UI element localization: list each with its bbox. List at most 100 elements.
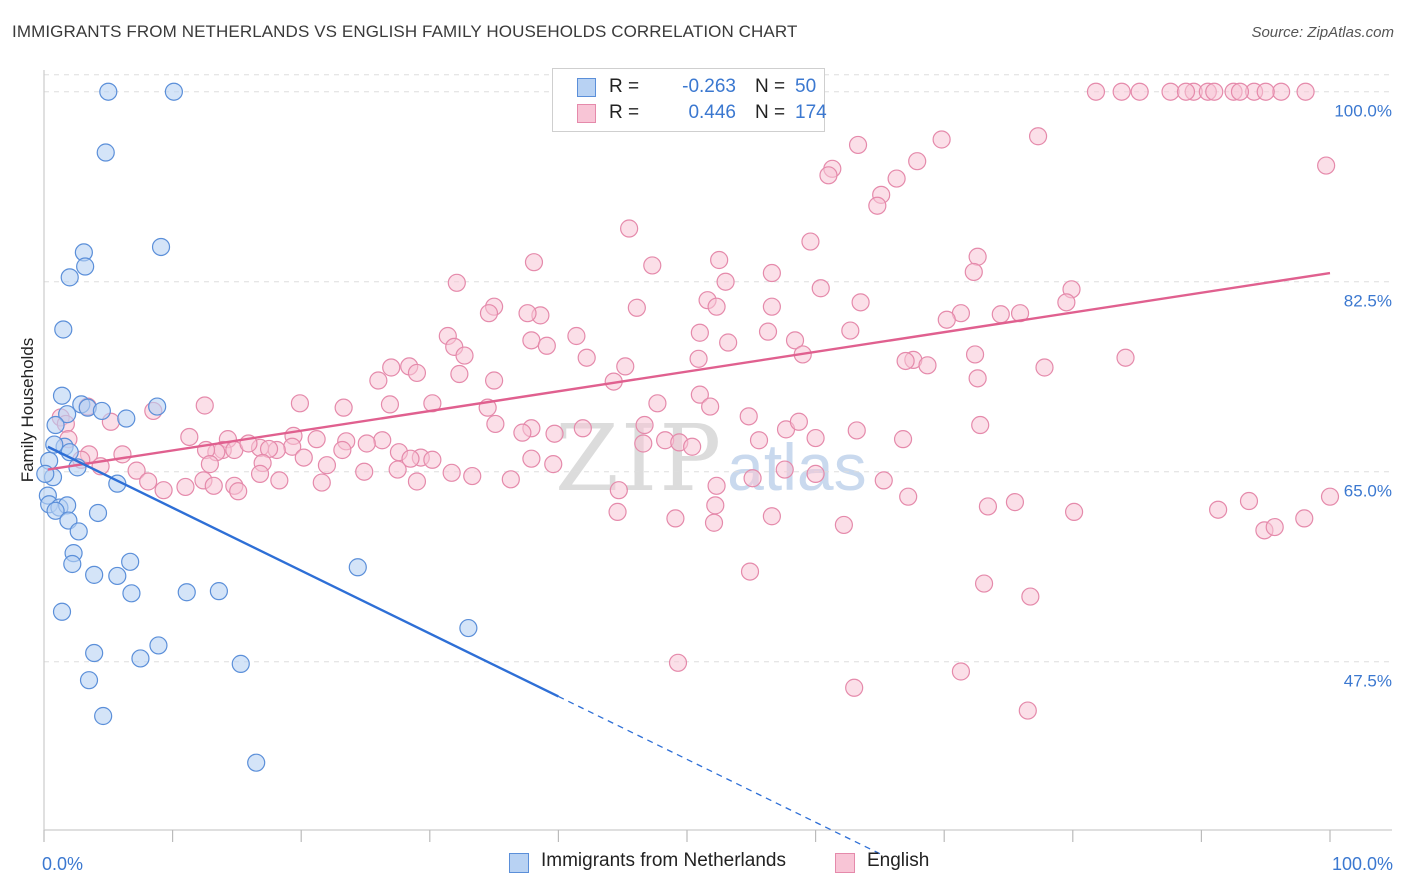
axes xyxy=(43,70,1392,842)
english-point xyxy=(690,323,709,342)
english-point xyxy=(1112,82,1131,101)
english-point xyxy=(634,434,653,453)
netherlands-point xyxy=(459,618,478,638)
netherlands-point xyxy=(63,554,82,574)
english-point xyxy=(423,450,442,469)
english-point xyxy=(789,412,808,431)
netherlands-point xyxy=(151,237,171,257)
english-point xyxy=(1021,587,1040,606)
english-point xyxy=(710,250,729,270)
netherlands-point xyxy=(247,753,266,772)
netherlands-point xyxy=(54,320,73,339)
english-point xyxy=(176,477,195,497)
english-point xyxy=(785,331,805,350)
netherlands-point xyxy=(85,565,104,584)
netherlands-point xyxy=(58,405,77,424)
english-point xyxy=(991,305,1010,324)
english-point xyxy=(567,326,586,346)
english-point xyxy=(1005,493,1025,512)
netherlands-point xyxy=(52,386,72,405)
english-point xyxy=(380,395,400,414)
english-point xyxy=(668,653,688,672)
english-point xyxy=(455,346,474,365)
netherlands-point xyxy=(149,636,168,655)
y-axis-label: Family Households xyxy=(18,337,37,483)
trend-lines xyxy=(47,271,1331,855)
english-point xyxy=(113,445,132,464)
english-point xyxy=(968,247,987,266)
english-point xyxy=(620,219,639,238)
netherlands-point xyxy=(60,268,79,287)
english-point xyxy=(749,431,769,450)
english-point xyxy=(1296,82,1315,101)
english-point xyxy=(1086,82,1106,101)
y-tick-label: 82.5% xyxy=(1344,292,1392,311)
netherlands-point xyxy=(231,654,250,673)
english-point xyxy=(848,135,868,155)
english-point xyxy=(968,369,987,388)
english-point xyxy=(819,166,838,185)
netherlands-point xyxy=(96,143,115,162)
y-tick-label: 100.0% xyxy=(1334,102,1392,121)
english-point xyxy=(706,496,725,515)
english-point xyxy=(689,349,708,368)
english-point xyxy=(180,427,199,447)
english-point xyxy=(707,476,726,495)
english-point xyxy=(964,262,983,282)
english-point xyxy=(317,456,337,475)
english-point xyxy=(643,256,662,275)
english-point xyxy=(1209,500,1228,519)
netherlands-point xyxy=(46,415,65,435)
netherlands-point xyxy=(69,522,88,541)
english-point xyxy=(608,502,627,521)
english-point xyxy=(1205,82,1224,101)
english-point xyxy=(951,662,971,681)
netherlands-point xyxy=(46,501,65,520)
english-point xyxy=(450,364,469,384)
english-point xyxy=(139,472,158,491)
english-point xyxy=(442,463,461,482)
chart-title: IMMIGRANTS FROM NETHERLANDS VS ENGLISH F… xyxy=(12,22,798,41)
english-point xyxy=(719,333,738,352)
english-point xyxy=(978,497,998,516)
netherlands-point xyxy=(79,671,99,690)
english-point xyxy=(743,469,762,488)
english-point xyxy=(270,471,289,490)
english-point xyxy=(971,415,990,435)
netherlands-point xyxy=(88,503,108,523)
english-point xyxy=(806,428,825,448)
netherlands-trend-extension xyxy=(558,695,881,855)
english-point xyxy=(806,464,825,483)
netherlands-trend-line xyxy=(47,445,559,698)
english-point xyxy=(312,473,331,492)
english-point xyxy=(382,358,401,377)
series-label-netherlands: Immigrants from Netherlands xyxy=(541,850,786,871)
english-point xyxy=(707,297,726,316)
english-point xyxy=(518,304,537,323)
english-point xyxy=(407,363,427,383)
stats-legend: R = -0.263 N = 50 R = 0.446 N = 174 xyxy=(552,68,827,132)
english-point xyxy=(333,440,352,460)
english-point xyxy=(974,574,994,593)
english-point xyxy=(918,356,937,375)
netherlands-point xyxy=(117,409,136,428)
english-point xyxy=(775,460,794,479)
series-swatch-netherlands xyxy=(509,853,529,873)
english-point xyxy=(701,397,720,416)
english-point xyxy=(811,279,830,298)
netherlands-point xyxy=(348,558,367,577)
english-point xyxy=(501,470,520,489)
english-point xyxy=(683,437,702,456)
netherlands-points xyxy=(36,82,478,772)
english-points xyxy=(51,82,1340,720)
english-point xyxy=(627,298,646,317)
legend-r-value: -0.263 xyxy=(682,76,736,97)
english-point xyxy=(1230,82,1250,101)
source-credit: Source: ZipAtlas.com xyxy=(1251,24,1394,41)
english-point xyxy=(1317,156,1336,175)
legend-r-label: R = xyxy=(609,102,640,123)
netherlands-point xyxy=(85,643,104,663)
tick-labels: 47.5% 65.0% 82.5% 100.0% 0.0% 100.0% xyxy=(42,102,1393,874)
y-axis-label-container: Family Households xyxy=(8,150,48,670)
legend-r-value: 0.446 xyxy=(688,102,736,123)
